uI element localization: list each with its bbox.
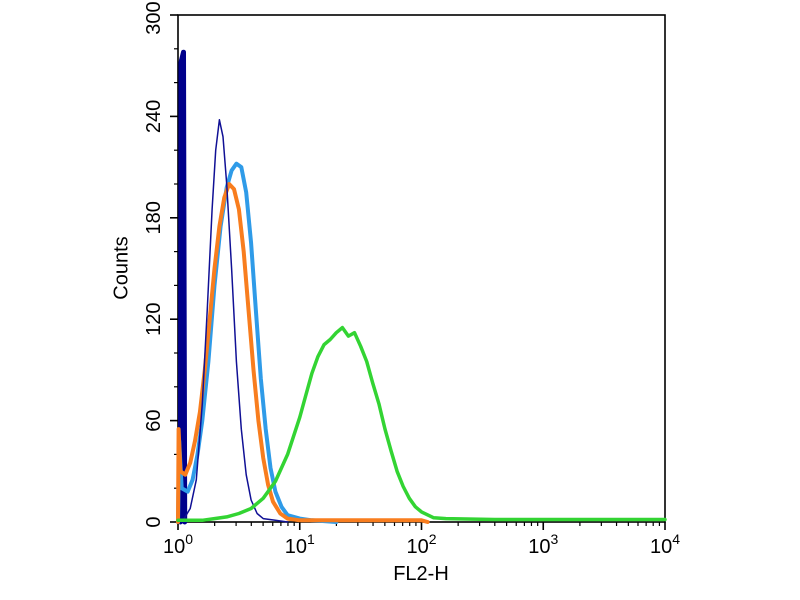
x-tick-label: 100	[163, 531, 193, 558]
x-axis-ticks: 100 101 102 103 104	[163, 522, 680, 558]
curve-navy-thin-unstained	[183, 119, 289, 523]
curve-blue-isotype	[176, 161, 339, 524]
x-tick-label: 104	[650, 531, 680, 558]
curves	[176, 49, 667, 525]
x-tick-label: 103	[528, 531, 558, 558]
y-tick-label: 120	[143, 303, 165, 336]
curve-green-stained	[176, 325, 667, 523]
y-axis-ticks: 0 60 120 180 240 300	[143, 1, 178, 528]
curve-orange-control	[176, 182, 430, 524]
x-tick-label: 101	[285, 531, 315, 558]
y-tick-label: 300	[143, 1, 165, 34]
y-axis-title: Counts	[110, 236, 133, 300]
y-tick-label: 0	[143, 516, 165, 527]
y-tick-label: 60	[143, 409, 165, 431]
curve-navy-left-edge-spike	[177, 49, 188, 525]
y-tick-label: 240	[143, 100, 165, 133]
x-axis-title: FL2-H	[393, 563, 449, 585]
y-tick-label: 180	[143, 201, 165, 234]
x-tick-label: 102	[406, 531, 436, 558]
